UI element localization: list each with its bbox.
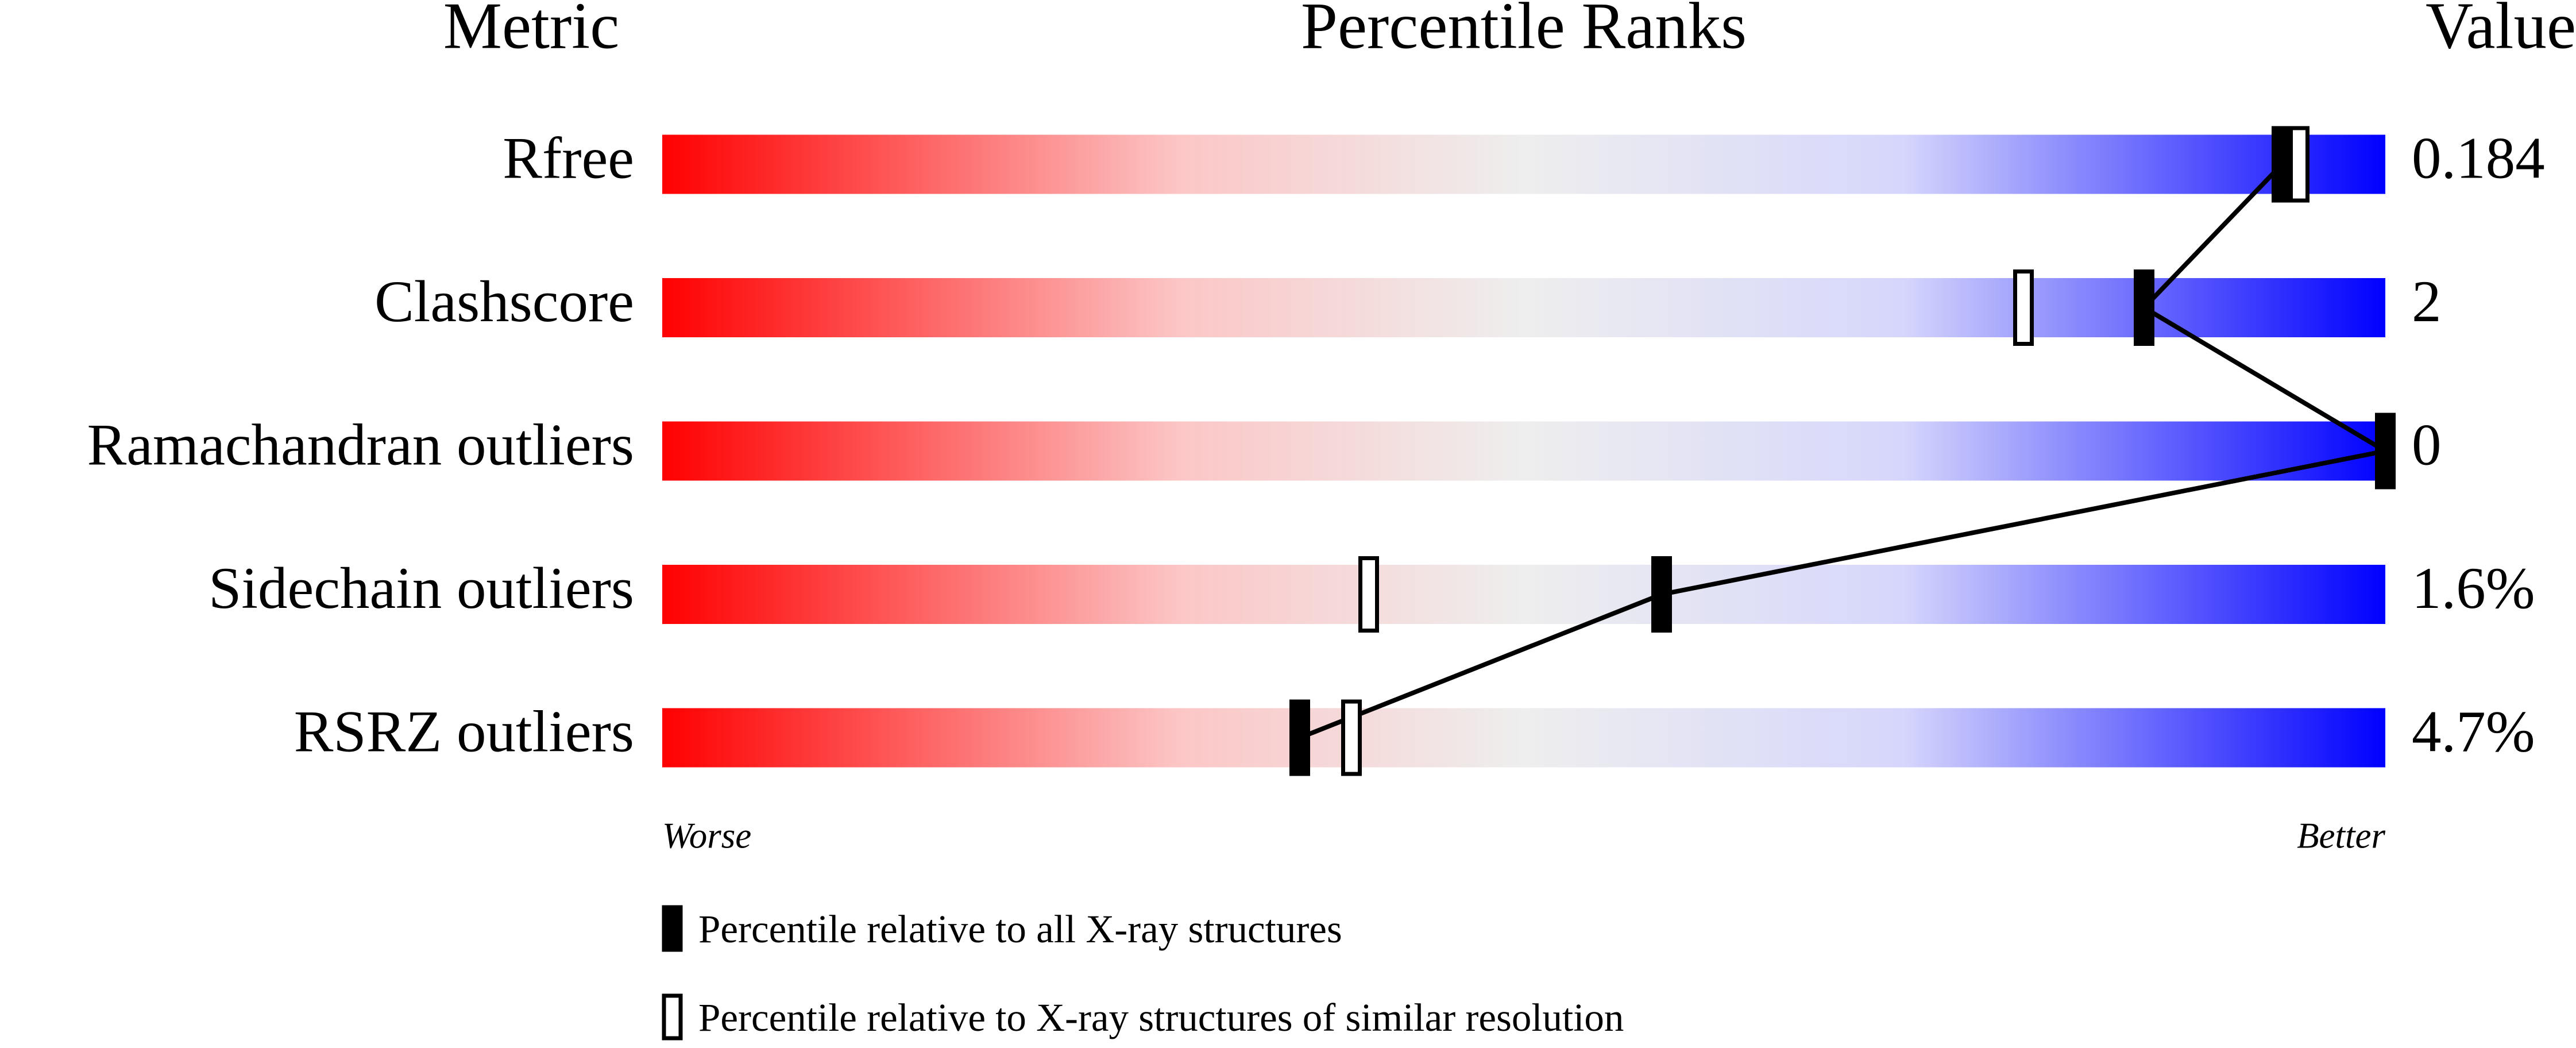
header: Value — [2426, 0, 2576, 62]
legend-marker — [662, 905, 683, 952]
axis-label: Better — [2297, 815, 2385, 856]
metric-label: RSRZ outliers — [294, 699, 634, 765]
percentile-bar — [662, 421, 2385, 481]
percentile-marker — [2289, 126, 2309, 203]
percentile-marker — [2272, 126, 2292, 203]
percentile-bar — [662, 565, 2385, 624]
legend-marker — [662, 993, 683, 1041]
legend-label: Percentile relative to all X-ray structu… — [698, 907, 1342, 951]
header: Metric — [443, 0, 620, 62]
metric-value: 1.6% — [2412, 556, 2535, 621]
metric-label: Clashscore — [374, 269, 634, 334]
metric-value: 2 — [2412, 269, 2442, 334]
metric-label: Sidechain outliers — [208, 556, 634, 621]
percentile-marker — [2013, 269, 2034, 346]
percentile-marker — [1358, 556, 1379, 633]
legend-label: Percentile relative to X-ray structures … — [698, 996, 1624, 1039]
percentile-marker — [1341, 699, 1362, 776]
metric-label: Ramachandran outliers — [87, 413, 634, 478]
percentile-bar — [662, 134, 2385, 194]
axis-label: Worse — [662, 815, 751, 856]
percentile-marker — [1289, 699, 1310, 776]
percentile-bar — [662, 278, 2385, 337]
metric-value: 4.7% — [2412, 699, 2535, 765]
percentile-bar — [662, 708, 2385, 768]
header: Percentile Ranks — [1301, 0, 1747, 62]
metric-label: Rfree — [503, 126, 634, 191]
metric-value: 0 — [2412, 413, 2442, 478]
percentile-marker — [1651, 556, 1672, 633]
metric-value: 0.184 — [2412, 126, 2545, 191]
percentile-marker — [2134, 269, 2154, 346]
percentile-marker — [2375, 413, 2396, 490]
